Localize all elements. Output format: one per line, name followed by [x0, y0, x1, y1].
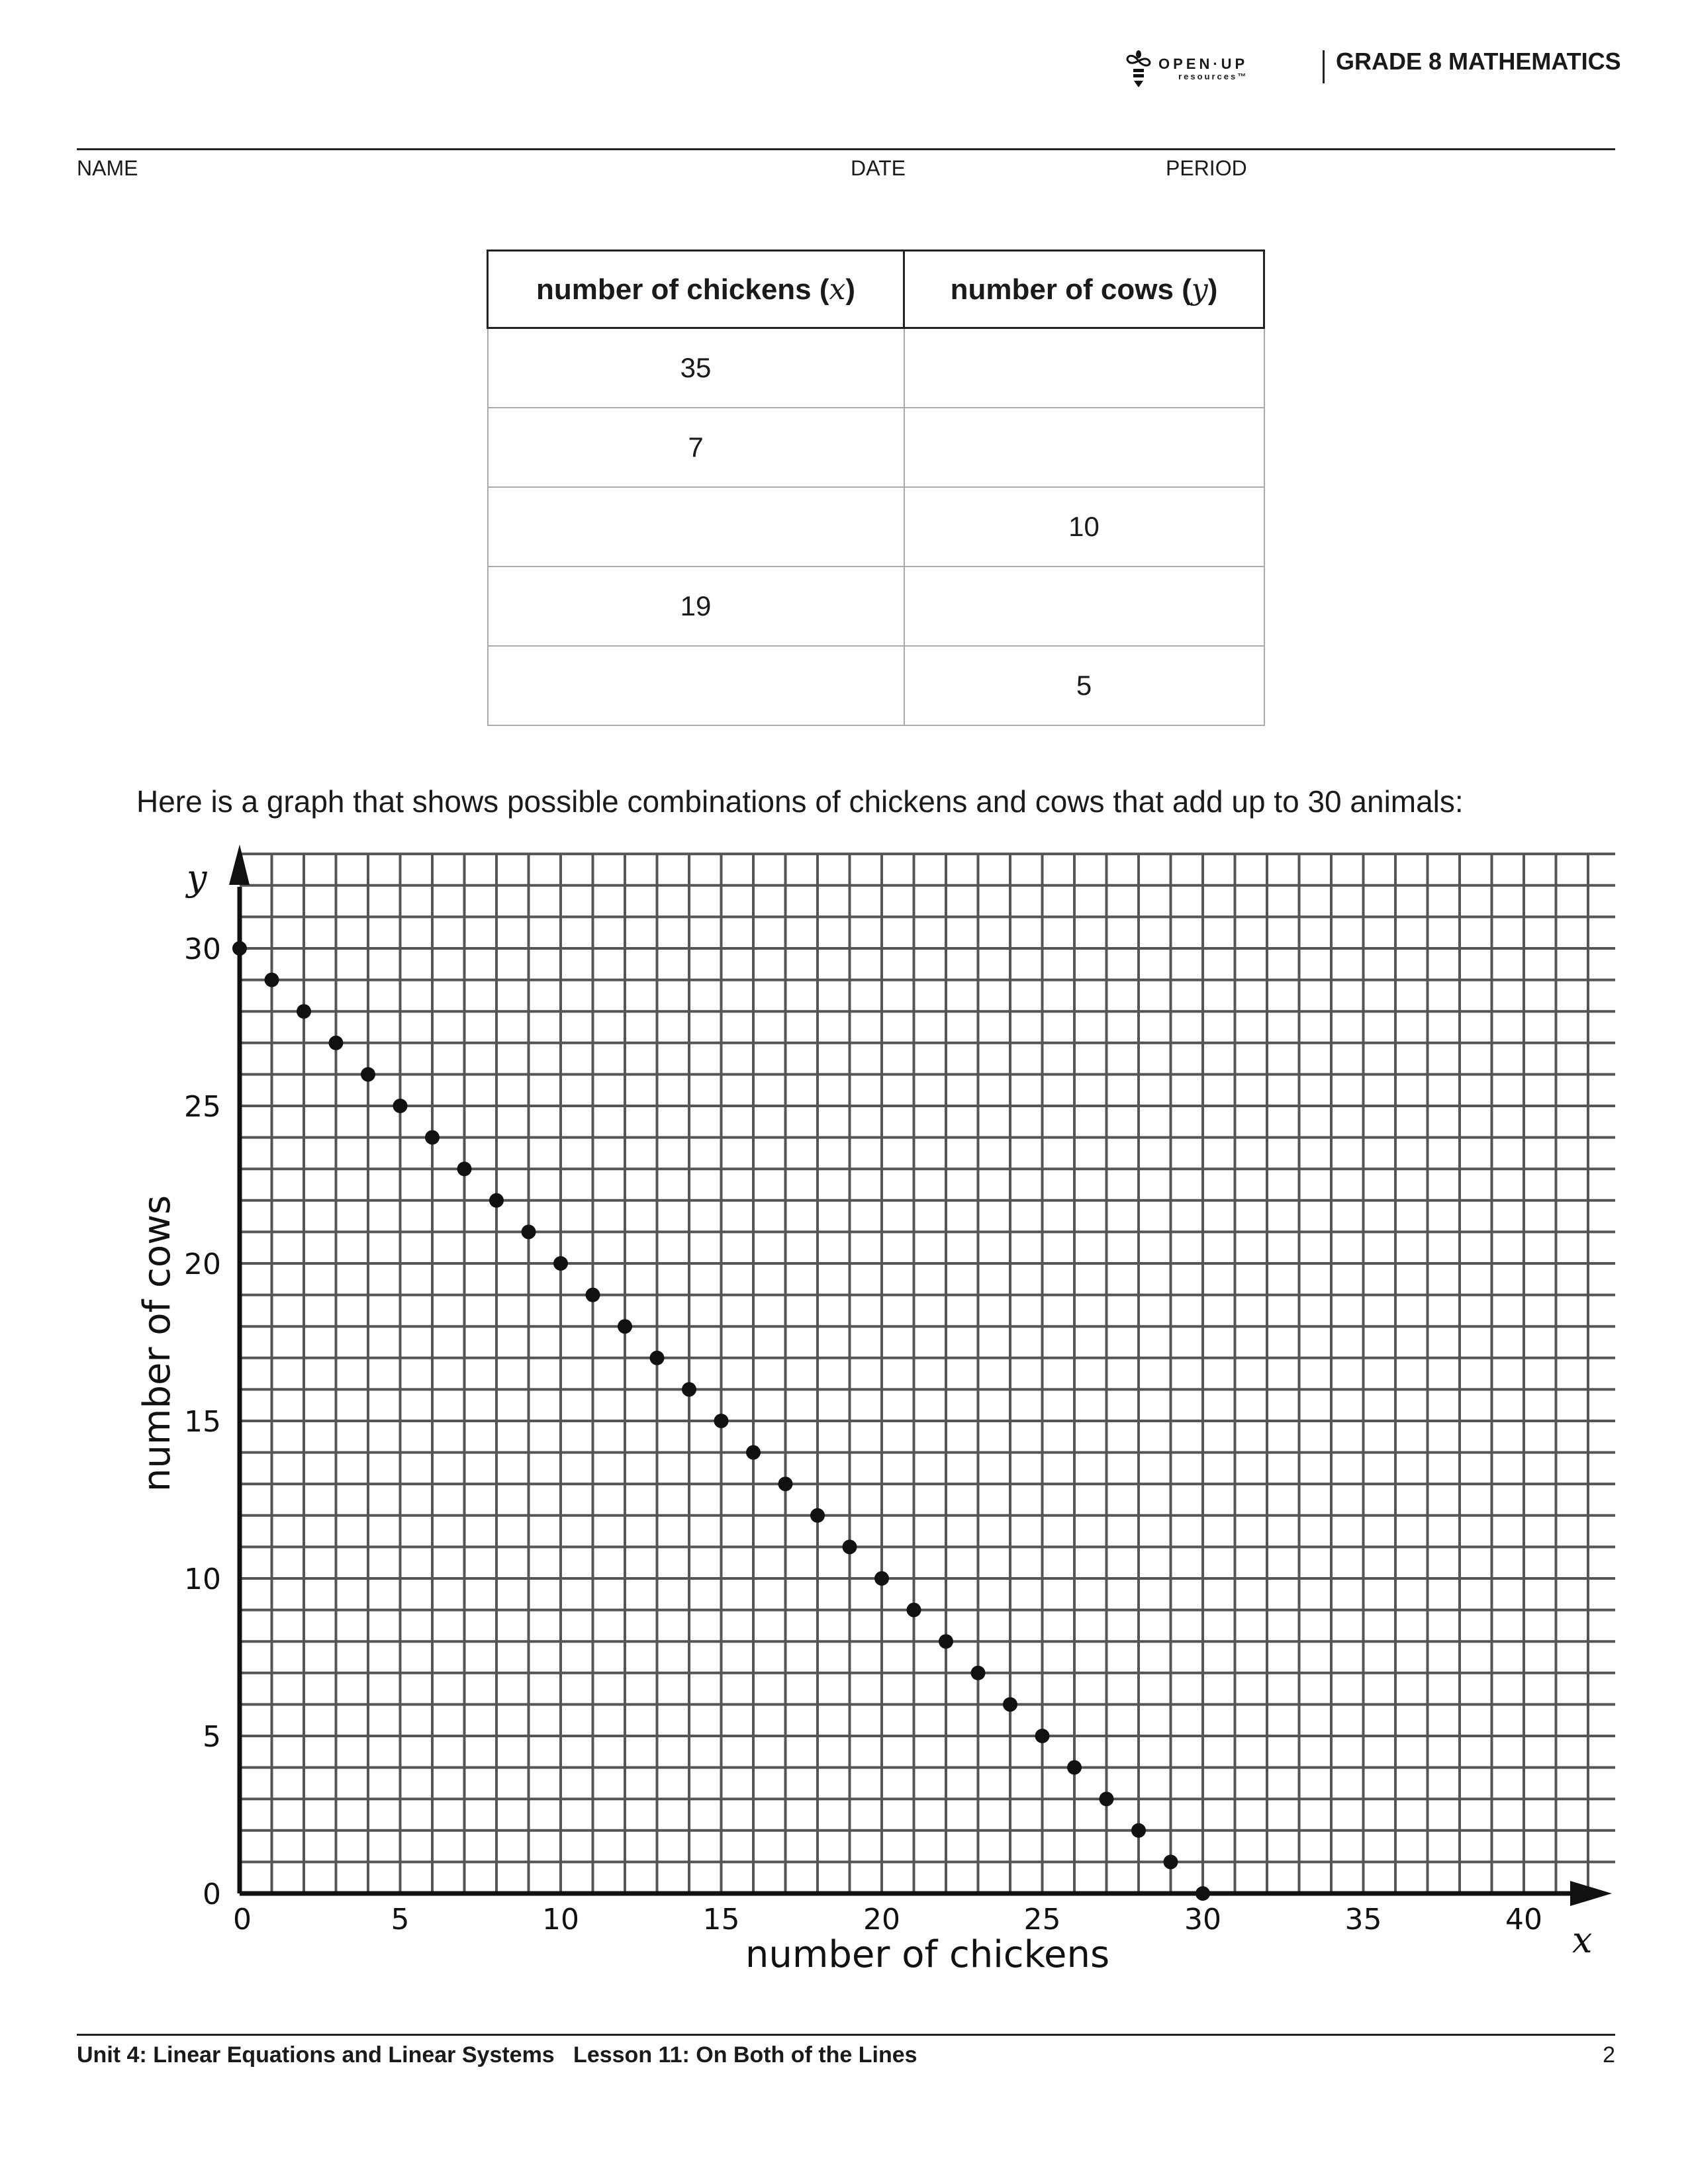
- data-point: [521, 1224, 536, 1240]
- bee-icon: [1126, 50, 1151, 87]
- x-tick-label: 40: [1505, 1903, 1542, 1936]
- x-tick-label: 25: [1024, 1903, 1061, 1936]
- y-axis-arrow-icon: [229, 844, 250, 885]
- data-point: [425, 1130, 440, 1145]
- logo-subtext: resources™: [1178, 71, 1248, 81]
- grade-title: GRADE 8 MATHEMATICS: [1336, 48, 1621, 75]
- y-tick-label: 20: [184, 1248, 221, 1281]
- x-tick-label: 30: [1184, 1903, 1221, 1936]
- data-point: [457, 1161, 472, 1177]
- column-header-cows: number of cows (y): [903, 250, 1265, 329]
- data-point: [264, 972, 279, 987]
- x-tick-label: 35: [1345, 1903, 1382, 1936]
- y-tick-label: 5: [203, 1720, 221, 1754]
- y-axis-variable: y: [185, 857, 208, 899]
- table-header-row: number of chickens (x) number of cows (y…: [487, 250, 1265, 329]
- data-point: [553, 1256, 568, 1271]
- table-cell[interactable]: [903, 327, 1265, 408]
- data-point: [874, 1571, 889, 1586]
- table-cell[interactable]: 5: [903, 645, 1265, 726]
- table-cell[interactable]: [903, 566, 1265, 647]
- name-label: NAME: [77, 156, 138, 180]
- tick-labels: 0 5 10 15 20 25 30 35 40 0 5 10 15 20 25 30: [184, 933, 1542, 1936]
- table-row: 5: [487, 645, 1265, 726]
- x-tick-label: 5: [391, 1903, 410, 1936]
- table-row: 7: [487, 407, 1265, 488]
- y-tick-label: 0: [203, 1878, 221, 1911]
- header-rule: [77, 148, 1615, 150]
- data-point: [297, 1004, 311, 1019]
- data-point: [1196, 1886, 1210, 1901]
- x-tick-label: 0: [233, 1903, 252, 1936]
- table-row: 35: [487, 327, 1265, 408]
- table-cell[interactable]: 7: [487, 407, 905, 488]
- footer-rule: [77, 2034, 1615, 2036]
- data-point: [810, 1508, 825, 1523]
- data-table: number of chickens (x) number of cows (y…: [487, 250, 1265, 726]
- date-label: DATE: [851, 156, 906, 180]
- table-cell[interactable]: 35: [487, 327, 905, 408]
- y-axis-label: number of cows: [136, 1195, 179, 1492]
- table-cell[interactable]: [903, 407, 1265, 488]
- x-axis-label: number of chickens: [745, 1933, 1109, 1976]
- data-point: [1131, 1823, 1146, 1838]
- data-point: [746, 1445, 761, 1460]
- grid: [240, 852, 1615, 1893]
- page-number: 2: [1603, 2042, 1615, 2068]
- data-point: [393, 1099, 408, 1113]
- footer-lesson: Unit 4: Linear Equations and Linear Syst…: [77, 2042, 917, 2068]
- data-point: [714, 1414, 729, 1428]
- open-up-resources-logo: OPEN·UP resources™: [1125, 49, 1248, 89]
- data-point: [1035, 1729, 1050, 1743]
- y-tick-label: 30: [184, 933, 221, 966]
- data-point: [778, 1477, 793, 1492]
- data-point: [939, 1634, 953, 1649]
- y-tick-label: 15: [184, 1405, 221, 1439]
- y-tick-label: 10: [184, 1563, 221, 1596]
- data-point: [1067, 1760, 1082, 1775]
- data-point: [618, 1319, 632, 1334]
- data-points: [232, 941, 1210, 1901]
- x-tick-label: 20: [863, 1903, 900, 1936]
- table-row: 10: [487, 486, 1265, 567]
- data-point: [649, 1350, 665, 1365]
- data-point: [328, 1035, 344, 1050]
- axes: [229, 844, 1612, 1906]
- data-point: [1099, 1792, 1114, 1807]
- x-tick-label: 15: [703, 1903, 740, 1936]
- x-axis-arrow-icon: [1570, 1881, 1612, 1906]
- data-point: [842, 1539, 857, 1555]
- data-point: [970, 1665, 986, 1680]
- data-point: [585, 1287, 600, 1302]
- column-header-chickens: number of chickens (x): [487, 250, 905, 329]
- data-point: [682, 1382, 696, 1397]
- data-point: [361, 1067, 375, 1082]
- period-label: PERIOD: [1166, 156, 1247, 180]
- data-point: [489, 1193, 504, 1208]
- graph-prompt: Here is a graph that shows possible comb…: [136, 784, 1464, 819]
- table-cell[interactable]: [487, 645, 905, 726]
- data-point: [232, 941, 247, 956]
- header-separator: [1323, 50, 1325, 83]
- x-axis-variable: x: [1572, 1919, 1592, 1961]
- logo-text: OPEN·UP: [1158, 55, 1248, 72]
- x-tick-label: 10: [542, 1903, 579, 1936]
- table-cell[interactable]: [487, 486, 905, 567]
- y-tick-label: 25: [184, 1090, 221, 1124]
- table-row: 19: [487, 566, 1265, 647]
- data-point: [906, 1602, 921, 1617]
- table-cell[interactable]: 19: [487, 566, 905, 647]
- data-point: [1003, 1697, 1017, 1712]
- table-cell[interactable]: 10: [903, 486, 1265, 567]
- data-point: [1163, 1854, 1178, 1870]
